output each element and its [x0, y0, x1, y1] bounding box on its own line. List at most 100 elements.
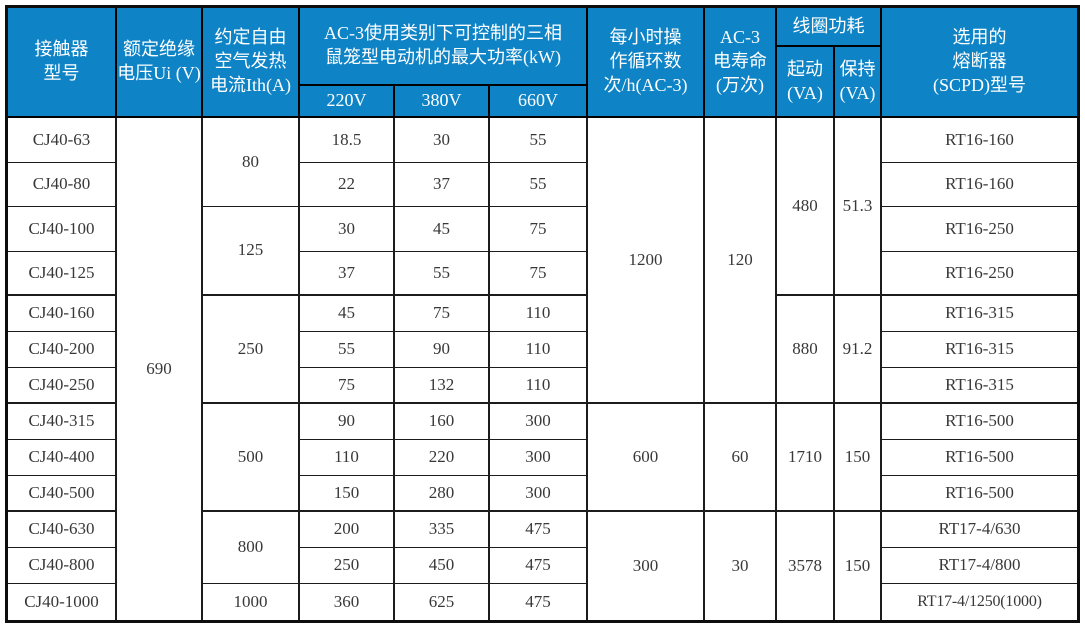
cycles-cell: 1200 — [588, 118, 705, 404]
fuse-cell: RT16-160 — [882, 118, 1077, 163]
model-cell: CJ40-160 — [8, 296, 117, 332]
coil-start-cell: 1710 — [777, 404, 835, 512]
power-660v-cell: 55 — [490, 162, 588, 207]
ith-cell: 125 — [203, 207, 300, 296]
power-660v-cell: 110 — [490, 332, 588, 368]
power-660v-cell: 300 — [490, 440, 588, 476]
header-rated-insulation-voltage: 额定绝缘 电压Ui (V) — [117, 8, 203, 118]
ith-cell: 800 — [203, 512, 300, 584]
cycles-cell: 600 — [588, 404, 705, 512]
model-cell: CJ40-80 — [8, 162, 117, 207]
header-contactor-model: 接触器 型号 — [8, 8, 117, 118]
model-cell: CJ40-630 — [8, 512, 117, 548]
power-660v-cell: 475 — [490, 584, 588, 620]
coil-hold-cell: 150 — [835, 404, 882, 512]
power-380v-cell: 37 — [395, 162, 490, 207]
power-660v-cell: 300 — [490, 476, 588, 512]
header-electrical-life: AC-3 电寿命 (万次) — [705, 8, 777, 118]
power-220v-cell: 75 — [300, 368, 395, 404]
fuse-cell: RT17-4/800 — [882, 548, 1077, 584]
power-660v-cell: 75 — [490, 251, 588, 296]
fuse-cell: RT16-500 — [882, 440, 1077, 476]
power-220v-cell: 110 — [300, 440, 395, 476]
header-cycles-per-hour: 每小时操 作循环数 次/h(AC-3) — [588, 8, 705, 118]
power-660v-cell: 475 — [490, 548, 588, 584]
power-660v-cell: 55 — [490, 118, 588, 163]
life-cell: 30 — [705, 512, 777, 620]
ith-cell: 80 — [203, 118, 300, 207]
power-220v-cell: 18.5 — [300, 118, 395, 163]
header-fuse-scpd: 选用的 熔断器 (SCPD)型号 — [882, 8, 1077, 118]
coil-start-cell: 3578 — [777, 512, 835, 620]
coil-hold-cell: 150 — [835, 512, 882, 620]
power-660v-cell: 110 — [490, 368, 588, 404]
life-cell: 60 — [705, 404, 777, 512]
power-220v-cell: 200 — [300, 512, 395, 548]
spec-table: 接触器 型号 额定绝缘 电压Ui (V) 约定自由 空气发热 电流Ith(A) … — [5, 5, 1080, 623]
fuse-cell: RT16-500 — [882, 404, 1077, 440]
power-220v-cell: 30 — [300, 207, 395, 252]
fuse-cell: RT16-315 — [882, 368, 1077, 404]
power-380v-cell: 335 — [395, 512, 490, 548]
ui-merged-cell: 690 — [117, 118, 203, 620]
model-cell: CJ40-125 — [8, 251, 117, 296]
fuse-cell: RT16-250 — [882, 207, 1077, 252]
header-380v: 380V — [395, 86, 490, 118]
power-380v-cell: 625 — [395, 584, 490, 620]
power-220v-cell: 250 — [300, 548, 395, 584]
model-cell: CJ40-400 — [8, 440, 117, 476]
power-380v-cell: 90 — [395, 332, 490, 368]
power-380v-cell: 55 — [395, 251, 490, 296]
power-220v-cell: 55 — [300, 332, 395, 368]
power-220v-cell: 150 — [300, 476, 395, 512]
coil-start-cell: 480 — [777, 118, 835, 296]
power-220v-cell: 90 — [300, 404, 395, 440]
fuse-cell: RT16-250 — [882, 252, 1077, 296]
ith-cell: 1000 — [203, 584, 300, 620]
power-380v-cell: 160 — [395, 404, 490, 440]
fuse-cell: RT17-4/1250(1000) — [917, 592, 1042, 610]
fuse-cell: RT17-4/630 — [882, 512, 1077, 548]
power-380v-cell: 450 — [395, 548, 490, 584]
model-cell: CJ40-500 — [8, 476, 117, 512]
power-660v-cell: 300 — [490, 404, 588, 440]
power-380v-cell: 220 — [395, 440, 490, 476]
coil-hold-cell: 51.3 — [835, 118, 882, 296]
header-thermal-current: 约定自由 空气发热 电流Ith(A) — [203, 8, 300, 118]
life-cell: 120 — [705, 118, 777, 404]
header-coil-power-group: 线圈功耗 — [777, 8, 882, 47]
header-660v: 660V — [490, 86, 588, 118]
power-220v-cell: 37 — [300, 251, 395, 296]
power-660v-cell: 475 — [490, 512, 588, 548]
fuse-cell: RT16-500 — [882, 476, 1077, 512]
header-ac3-power-group: AC-3使用类别下可控制的三相 鼠笼型电动机的最大功率(kW) — [300, 8, 588, 86]
coil-start-cell: 880 — [777, 296, 835, 404]
power-380v-cell: 75 — [395, 296, 490, 332]
ith-cell: 500 — [203, 404, 300, 512]
fuse-cell: RT16-315 — [882, 332, 1077, 368]
power-660v-cell: 110 — [490, 296, 588, 332]
power-220v-cell: 360 — [300, 584, 395, 620]
power-380v-cell: 132 — [395, 368, 490, 404]
power-220v-cell: 45 — [300, 296, 395, 332]
header-coil-start: 起动 (VA) — [777, 47, 835, 118]
model-cell: CJ40-100 — [8, 207, 117, 252]
power-660v-cell: 75 — [490, 207, 588, 252]
model-cell: CJ40-1000 — [8, 584, 117, 620]
power-380v-cell: 280 — [395, 476, 490, 512]
model-cell: CJ40-800 — [8, 548, 117, 584]
power-220v-cell: 22 — [300, 162, 395, 207]
model-cell: CJ40-315 — [8, 404, 117, 440]
ith-cell: 250 — [203, 296, 300, 404]
power-380v-cell: 30 — [395, 118, 490, 163]
fuse-cell: RT16-160 — [882, 163, 1077, 207]
model-cell: CJ40-63 — [8, 118, 117, 163]
cycles-cell: 300 — [588, 512, 705, 620]
power-380v-cell: 45 — [395, 207, 490, 252]
header-coil-hold: 保持 (VA) — [835, 47, 882, 118]
header-220v: 220V — [300, 86, 395, 118]
fuse-cell: RT16-315 — [882, 296, 1077, 332]
model-cell: CJ40-200 — [8, 332, 117, 368]
coil-hold-cell: 91.2 — [835, 296, 882, 404]
model-cell: CJ40-250 — [8, 368, 117, 404]
